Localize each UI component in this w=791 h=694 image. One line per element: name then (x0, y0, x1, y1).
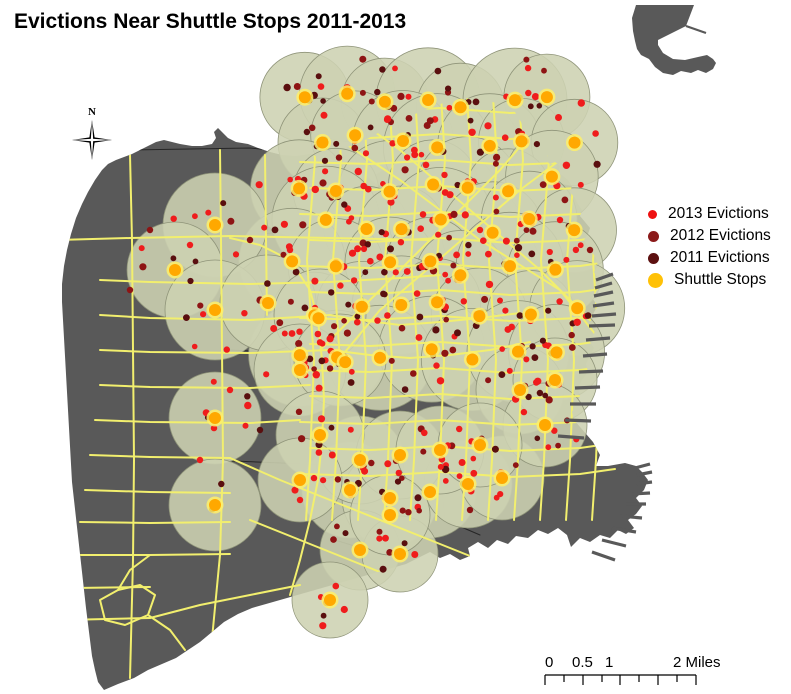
svg-text:N: N (88, 106, 96, 118)
